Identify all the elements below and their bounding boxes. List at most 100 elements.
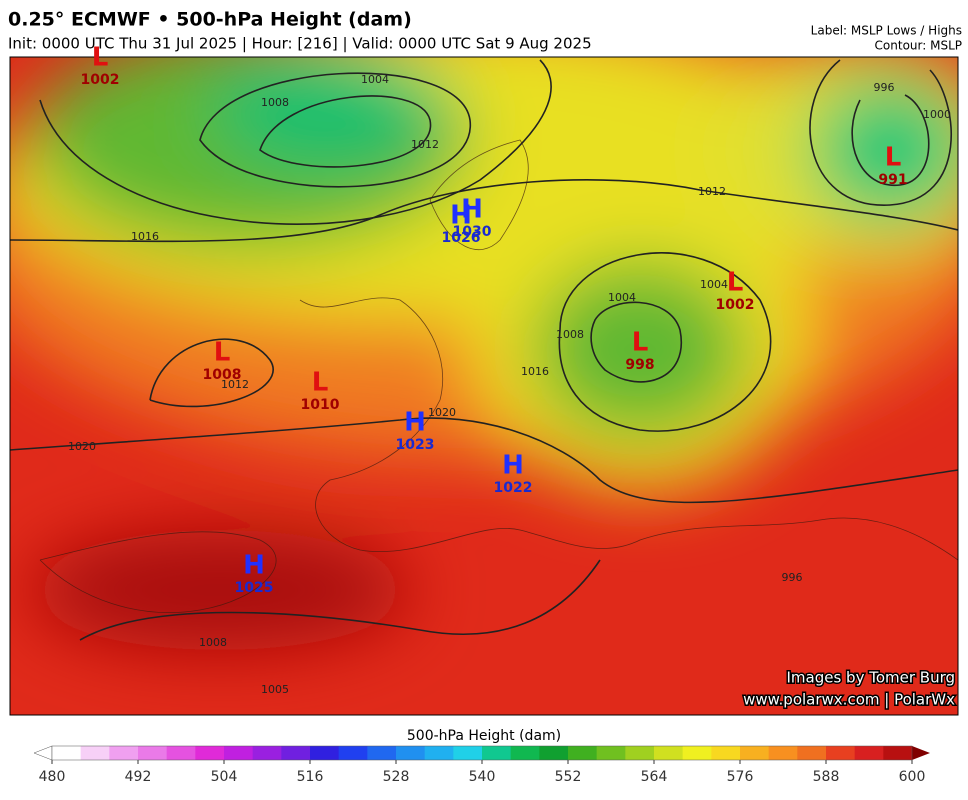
colorbar-tick-label: 576 (727, 769, 754, 785)
field-blob (30, 530, 410, 650)
contour-label: 1020 (428, 406, 456, 419)
contour-label: 996 (782, 571, 803, 584)
colorbar-swatch (80, 746, 110, 760)
colorbar-swatch (424, 746, 454, 760)
colorbar-swatch (596, 746, 626, 760)
colorbar-swatch (338, 746, 368, 760)
colorbar-swatch (539, 746, 569, 760)
colorbar-swatch (826, 746, 856, 760)
colorbar-swatch (654, 746, 684, 760)
isobar (558, 252, 772, 432)
isobar (809, 59, 952, 206)
isobar (851, 94, 930, 186)
pressure-letter: H (450, 201, 472, 231)
contour-label: 1020 (68, 440, 96, 453)
contour-label: 1008 (261, 96, 289, 109)
isobars (10, 59, 958, 641)
pressure-value: 1025 (235, 580, 274, 596)
colorbar-swatch (252, 746, 282, 760)
pressure-letter: H (502, 451, 524, 481)
field-blob (810, 80, 958, 220)
colorbar-swatch (482, 746, 512, 760)
pressure-value: 1002 (81, 72, 120, 88)
pressure-letter: H (461, 195, 483, 225)
colorbar-swatch (281, 746, 311, 760)
colorbar-swatch (367, 746, 397, 760)
colorbar-swatch (138, 746, 168, 760)
pressure-letter: L (727, 268, 744, 298)
isobar (79, 559, 601, 641)
pressure-value: 1030 (453, 224, 492, 240)
colorbar-tick-label: 564 (641, 769, 668, 785)
coastline (299, 297, 958, 561)
pressure-value: 998 (625, 357, 654, 373)
colorbar-swatch (396, 746, 426, 760)
coastline (429, 139, 529, 250)
pressure-letter: L (92, 43, 109, 73)
isobar (199, 72, 471, 188)
map-frame (9, 56, 959, 716)
map (10, 57, 958, 715)
field-blob (530, 260, 750, 440)
colorbar-swatch (711, 746, 741, 760)
contour-label: 1004 (361, 73, 389, 86)
colorbar-swatch (568, 746, 598, 760)
title: 0.25° ECMWF • 500-hPa Height (dam) (8, 9, 412, 31)
contour-note: Contour: MSLP (875, 39, 962, 53)
colorbar-swatch (740, 746, 770, 760)
colorbar-swatch (625, 746, 655, 760)
pressure-letter: L (885, 143, 902, 173)
label-note: Label: MSLP Lows / Highs (811, 24, 962, 38)
contour-label: 1012 (221, 378, 249, 391)
contour-label: 1008 (199, 636, 227, 649)
credit-line: Images by Tomer Burg (786, 669, 955, 687)
field-blob (210, 57, 450, 170)
colorbar-swatch (682, 746, 712, 760)
colorbar-swatch (310, 746, 340, 760)
colorbar-tick-label: 552 (555, 769, 582, 785)
pressure-value: 991 (878, 172, 907, 188)
colorbar-end (33, 745, 53, 761)
pressure-value: 1023 (396, 437, 435, 453)
colorbar-tick-label: 540 (469, 769, 496, 785)
pressure-value: 1002 (716, 297, 755, 313)
contour-label: 1008 (556, 328, 584, 341)
credit-line: www.polarwx.com | PolarWx (743, 691, 955, 709)
pressure-letter: L (214, 338, 231, 368)
colorbar-tick-label: 600 (899, 769, 926, 785)
colorbar-end (912, 746, 930, 760)
contour-label: 1012 (698, 185, 726, 198)
pressure-letter: H (243, 551, 265, 581)
colorbar-tick-label: 492 (125, 769, 152, 785)
colorbar-swatch (166, 746, 196, 760)
colorbar-swatch (510, 746, 540, 760)
isobar (590, 301, 683, 383)
contour-label: 1004 (608, 291, 636, 304)
colorbar-swatch (797, 746, 827, 760)
contour-label: 1016 (131, 230, 159, 243)
pressure-value: 1008 (203, 367, 242, 383)
isobar (149, 338, 274, 408)
colorbar-swatch (854, 746, 884, 760)
colorbar-swatch (453, 746, 483, 760)
coastlines (39, 139, 958, 613)
height-field (10, 57, 958, 650)
isobar (10, 417, 958, 504)
colorbar-tick-label: 588 (813, 769, 840, 785)
colorbar-tick-label: 528 (383, 769, 410, 785)
colorbar: 480 492 504 516 528 540 552 564 576 588 600 (33, 745, 930, 785)
coastline (39, 531, 277, 613)
colorbar-label: 500-hPa Height (dam) (407, 728, 561, 744)
contour-label: 1000 (923, 108, 951, 121)
contour-label: 996 (874, 81, 895, 94)
isobar (39, 59, 552, 225)
colorbar-swatch (883, 746, 913, 760)
subtitle: Init: 0000 UTC Thu 31 Jul 2025 | Hour: [… (8, 35, 592, 53)
contour-label: 1012 (411, 138, 439, 151)
isobar (259, 95, 431, 168)
colorbar-swatch (52, 746, 82, 760)
pressure-letter: L (632, 328, 649, 358)
pressure-value: 1010 (301, 397, 340, 413)
